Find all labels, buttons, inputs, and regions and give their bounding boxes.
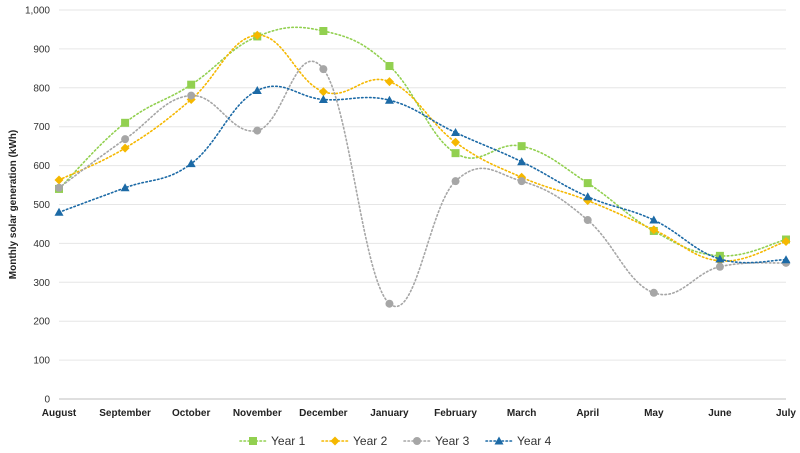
x-tick-label: February xyxy=(434,408,477,419)
data-point xyxy=(186,159,196,168)
y-tick-label: 100 xyxy=(33,356,50,367)
x-tick-label: September xyxy=(99,408,151,419)
legend-marker xyxy=(494,436,504,445)
data-point xyxy=(319,65,328,74)
data-point xyxy=(715,262,724,271)
y-tick-label: 800 xyxy=(33,83,50,94)
series-1 xyxy=(55,26,790,260)
series-2 xyxy=(54,30,791,266)
legend-item: Year 1 xyxy=(239,434,306,448)
series-4 xyxy=(54,85,791,264)
data-point xyxy=(517,142,526,151)
x-tick-label: May xyxy=(644,408,664,419)
y-tick-label: 700 xyxy=(33,122,50,133)
data-point xyxy=(318,94,328,103)
data-point xyxy=(384,77,394,87)
y-tick-label: 400 xyxy=(33,239,50,250)
data-point xyxy=(781,236,791,246)
legend-marker xyxy=(413,437,421,445)
data-point xyxy=(517,177,526,186)
data-point xyxy=(583,179,592,188)
legend-label: Year 3 xyxy=(435,434,470,448)
x-tick-label: December xyxy=(299,408,347,419)
data-point xyxy=(187,91,196,100)
legend-marker xyxy=(249,437,257,445)
data-point xyxy=(451,137,461,147)
data-point xyxy=(54,175,64,185)
data-point xyxy=(187,80,196,89)
data-point xyxy=(583,216,592,225)
data-point xyxy=(253,126,262,135)
data-point xyxy=(451,149,460,158)
data-point xyxy=(252,30,262,40)
data-point xyxy=(318,87,328,97)
x-tick-label: July xyxy=(776,408,796,419)
series-3 xyxy=(55,60,790,308)
series-line xyxy=(58,26,787,257)
data-point xyxy=(54,207,64,216)
data-point xyxy=(451,128,461,137)
data-point xyxy=(120,143,130,153)
series-line xyxy=(58,60,787,308)
y-tick-label: 1,000 xyxy=(25,6,50,17)
legend-label: Year 2 xyxy=(353,434,388,448)
data-point xyxy=(252,86,262,95)
legend-item: Year 3 xyxy=(403,434,470,448)
x-tick-label: June xyxy=(708,408,732,419)
y-tick-label: 900 xyxy=(33,44,50,55)
series-line xyxy=(58,85,787,264)
data-point xyxy=(319,27,328,36)
data-point xyxy=(121,118,130,127)
x-tick-label: April xyxy=(576,408,599,419)
legend-item: Year 2 xyxy=(321,434,388,448)
legend-label: Year 1 xyxy=(271,434,306,448)
legend-label: Year 4 xyxy=(517,434,552,448)
x-axis-ticks: August September October November December Ja… xyxy=(42,408,797,419)
x-tick-label: August xyxy=(42,408,77,419)
y-axis-ticks: 0 100 200 300 400 500 600 700 800 900 1,000 xyxy=(25,6,50,406)
data-point xyxy=(781,255,791,264)
data-point xyxy=(385,62,394,71)
x-tick-label: November xyxy=(233,408,282,419)
y-axis-label: Monthly solar generation (kWh) xyxy=(8,130,19,279)
y-tick-label: 200 xyxy=(33,317,50,328)
data-point xyxy=(649,288,658,297)
data-point xyxy=(120,183,130,192)
data-point xyxy=(385,299,394,308)
gridlines xyxy=(59,9,786,400)
x-tick-label: January xyxy=(370,408,409,419)
data-point xyxy=(451,177,460,186)
x-tick-label: March xyxy=(507,408,536,419)
data-point xyxy=(649,225,659,235)
y-tick-label: 600 xyxy=(33,161,50,172)
data-point xyxy=(649,215,659,224)
data-point xyxy=(384,95,394,104)
series-line xyxy=(58,34,787,262)
data-point xyxy=(55,183,63,192)
legend-item: Year 4 xyxy=(485,434,552,448)
data-point xyxy=(121,135,130,144)
legend-marker xyxy=(330,436,340,446)
x-tick-label: October xyxy=(172,408,210,419)
y-tick-label: 300 xyxy=(33,278,50,289)
y-tick-label: 0 xyxy=(44,395,50,406)
data-point xyxy=(715,254,725,263)
data-point xyxy=(583,192,593,201)
data-point xyxy=(517,157,527,166)
legend: Year 1 Year 2 Year 3 Year 4 xyxy=(239,434,552,448)
series-lines xyxy=(54,26,791,308)
y-tick-label: 500 xyxy=(33,200,50,211)
